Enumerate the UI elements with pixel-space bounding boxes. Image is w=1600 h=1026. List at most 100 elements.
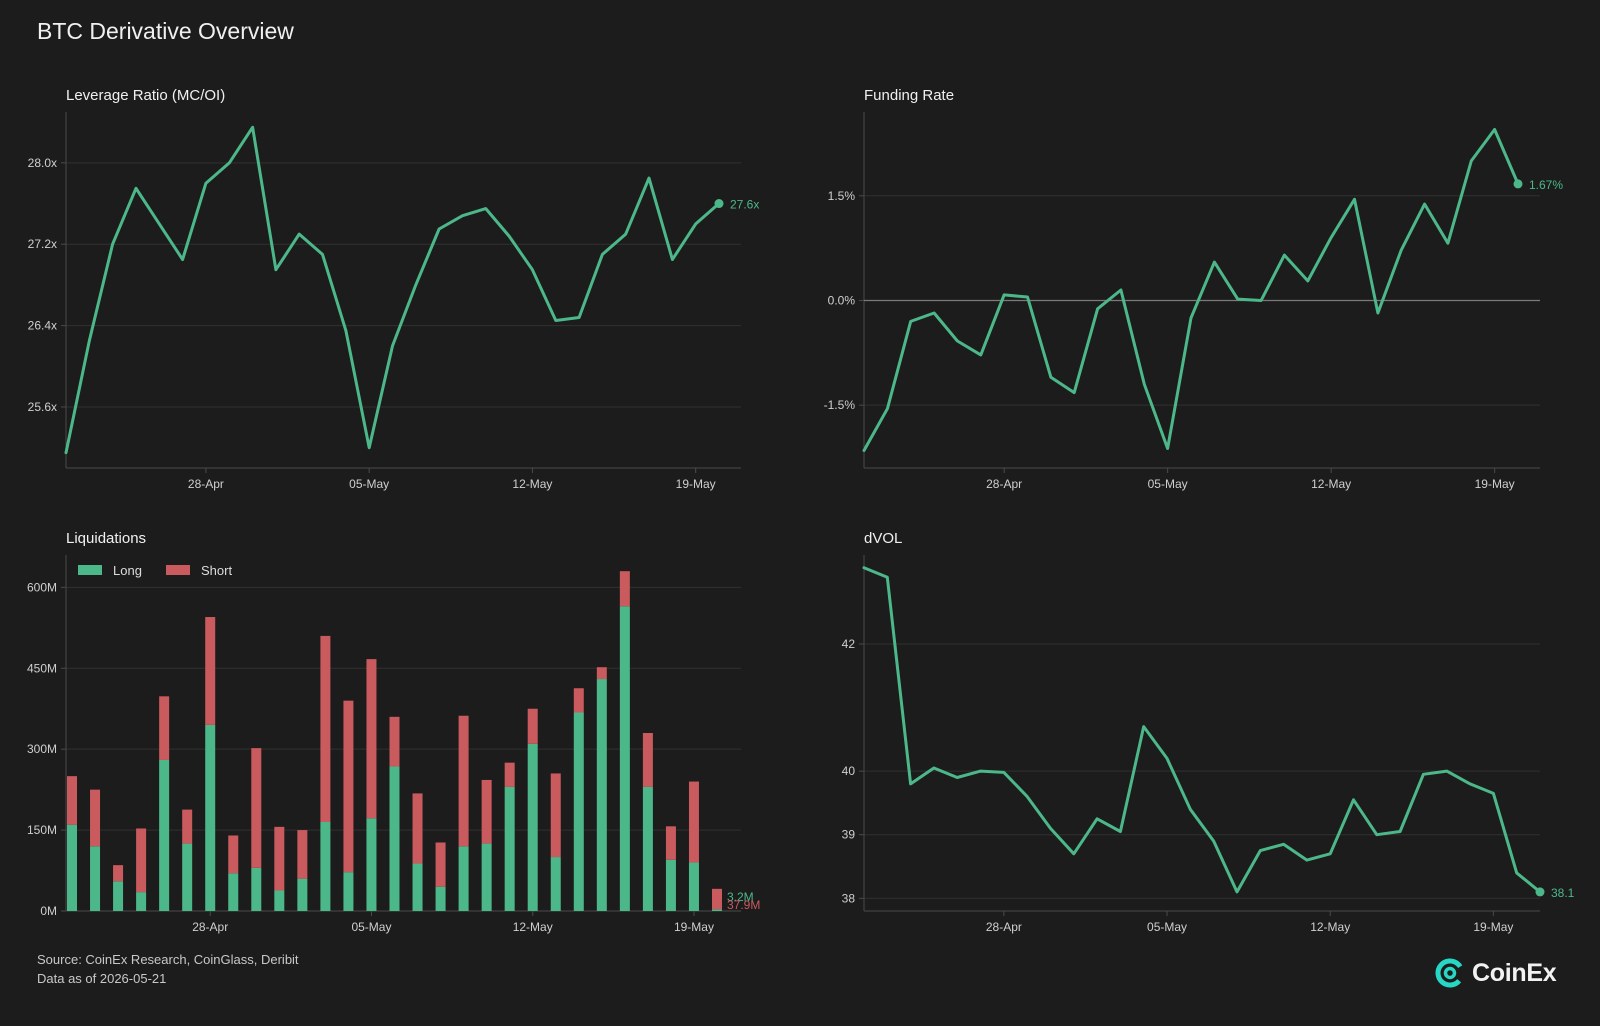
liquidations-long-bar <box>389 766 400 911</box>
dvol-x-tick-label: 19-May <box>1473 920 1513 934</box>
leverage-end-label: 27.6x <box>730 198 759 212</box>
funding-x-tick-label: 28-Apr <box>986 477 1022 491</box>
liquidations-long-bar <box>366 818 377 911</box>
liquidations-y-tick-label: 300M <box>27 742 57 756</box>
liquidations-x-tick-label: 28-Apr <box>192 920 228 934</box>
liquidations-chart-title: Liquidations <box>66 530 146 547</box>
liquidations-short-bar <box>90 789 101 847</box>
funding-x-tick-label: 05-May <box>1148 477 1188 491</box>
liquidations-x-tick-label: 19-May <box>674 920 714 934</box>
funding-series-line <box>862 128 1520 452</box>
liquidations-long-bar <box>113 881 124 911</box>
liquidations-short-bar <box>113 865 124 882</box>
funding-x-tick-label: 12-May <box>1311 477 1351 491</box>
leverage-x-tick-label: 12-May <box>512 477 552 491</box>
funding-point <box>1513 179 1523 189</box>
funding-chart-title: Funding Rate <box>864 87 954 104</box>
liquidations-short-bar <box>665 826 676 860</box>
liquidations-long-bar <box>712 909 722 911</box>
liquidations-long-bar <box>481 843 492 911</box>
liquidations-short-bar <box>159 696 170 760</box>
liquidations-y-tick-label: 150M <box>27 823 57 837</box>
liquidations-long-bar <box>688 862 699 911</box>
leverage-x-tick-label: 19-May <box>676 477 716 491</box>
dvol-y-tick-label: 39 <box>842 828 856 842</box>
liquidations-short-bar <box>573 688 584 713</box>
liquidations-long-bar <box>412 863 423 911</box>
liquidations-short-bar <box>642 733 653 787</box>
dvol-x-tick-label: 12-May <box>1310 920 1350 934</box>
brand-name: CoinEx <box>1472 958 1557 987</box>
liquidations-long-bar <box>665 859 676 911</box>
liquidations-short-bar <box>251 748 262 868</box>
liquidations-long-bar <box>596 679 607 911</box>
liquidations-y-tick-label: 0M <box>40 904 57 918</box>
liquidations-long-bar <box>274 890 285 911</box>
liquidations-short-bar <box>205 617 216 725</box>
liquidations-long-bar <box>573 712 584 911</box>
liquidations-y-tick-label: 600M <box>27 580 57 594</box>
liquidations-long-bar <box>90 846 101 911</box>
dvol-x-tick-label: 05-May <box>1147 920 1187 934</box>
liquidations-long-bar <box>159 759 170 911</box>
liquidations-long-bar <box>320 822 331 911</box>
liquidations-long-bar <box>251 867 262 911</box>
liquidations-short-bar <box>389 716 400 767</box>
liquidations-short-bar <box>366 659 377 819</box>
liquidations-short-bar <box>136 828 147 893</box>
liquidations-legend: Long Short <box>78 563 232 578</box>
liquidations-long-bar <box>228 873 239 911</box>
legend-short-swatch <box>166 565 190 575</box>
legend-long-label: Long <box>113 563 142 578</box>
liquidations-long-bar <box>205 724 216 911</box>
liquidations-long-bar <box>504 786 515 911</box>
liquidations-long-bar <box>297 878 308 911</box>
liquidations-long-bar <box>182 843 193 911</box>
date-note: Data as of 2026-05-21 <box>37 971 167 986</box>
dvol-point <box>1535 887 1545 897</box>
liquidations-short-bar <box>504 762 515 787</box>
liquidations-short-bar <box>274 826 285 891</box>
coinex-logo-icon <box>1435 958 1465 988</box>
liquidations-short-bar <box>596 667 607 680</box>
liquidations-long-bar <box>642 786 653 911</box>
leverage-y-tick-label: 28.0x <box>28 156 57 170</box>
funding-chart: Funding Rate -1.5% 0.0% 1.5% 28-Apr 05-May 12-… <box>824 87 1564 491</box>
leverage-x-tick-label: 28-Apr <box>188 477 224 491</box>
liquidations-short-bar <box>712 888 722 910</box>
page-title: BTC Derivative Overview <box>37 18 294 44</box>
liquidations-long-bar <box>136 892 147 911</box>
liquidations-long-bar <box>527 743 538 911</box>
dvol-y-tick-label: 42 <box>842 637 856 651</box>
liquidations-short-bar <box>458 715 469 847</box>
dvol-end-label: 38.1 <box>1551 886 1575 900</box>
liquidations-short-bar <box>688 781 699 863</box>
liquidations-x-tick-label: 05-May <box>351 920 391 934</box>
funding-y-tick-label: -1.5% <box>824 398 856 412</box>
dvol-y-tick-label: 38 <box>842 891 856 905</box>
funding-x-tick-label: 19-May <box>1475 477 1515 491</box>
dvol-chart: dVOL 38 39 40 42 28-Apr 05-May 12-May 19-May 38.1 <box>842 530 1575 934</box>
funding-y-tick-label: 0.0% <box>828 293 856 307</box>
liquidations-long-bar <box>435 886 446 911</box>
liquidations-long-bar <box>67 824 77 911</box>
liquidations-x-tick-label: 12-May <box>513 920 553 934</box>
leverage-y-tick-label: 26.4x <box>28 319 57 333</box>
liquidations-end-label-long: 3.2M <box>727 890 754 904</box>
leverage-chart: Leverage Ratio (MC/OI) 25.6x 26.4x 27.2x 28.… <box>28 87 760 491</box>
liquidations-short-bar <box>343 700 354 873</box>
footer-notes: Source: CoinEx Research, CoinGlass, Deri… <box>37 950 299 988</box>
liquidations-short-bar <box>435 842 446 887</box>
liquidations-y-tick-label: 450M <box>27 661 57 675</box>
dvol-x-tick-label: 28-Apr <box>986 920 1022 934</box>
liquidations-short-bar <box>412 793 423 864</box>
leverage-chart-title: Leverage Ratio (MC/OI) <box>66 87 225 104</box>
liquidations-short-bar <box>550 773 561 858</box>
legend-long-swatch <box>78 565 102 575</box>
liquidations-short-bar <box>67 776 77 825</box>
liquidations-short-bar <box>297 830 308 879</box>
dvol-y-tick-label: 40 <box>842 764 856 778</box>
liquidations-short-bar <box>481 779 492 844</box>
liquidations-long-bar <box>343 872 354 911</box>
